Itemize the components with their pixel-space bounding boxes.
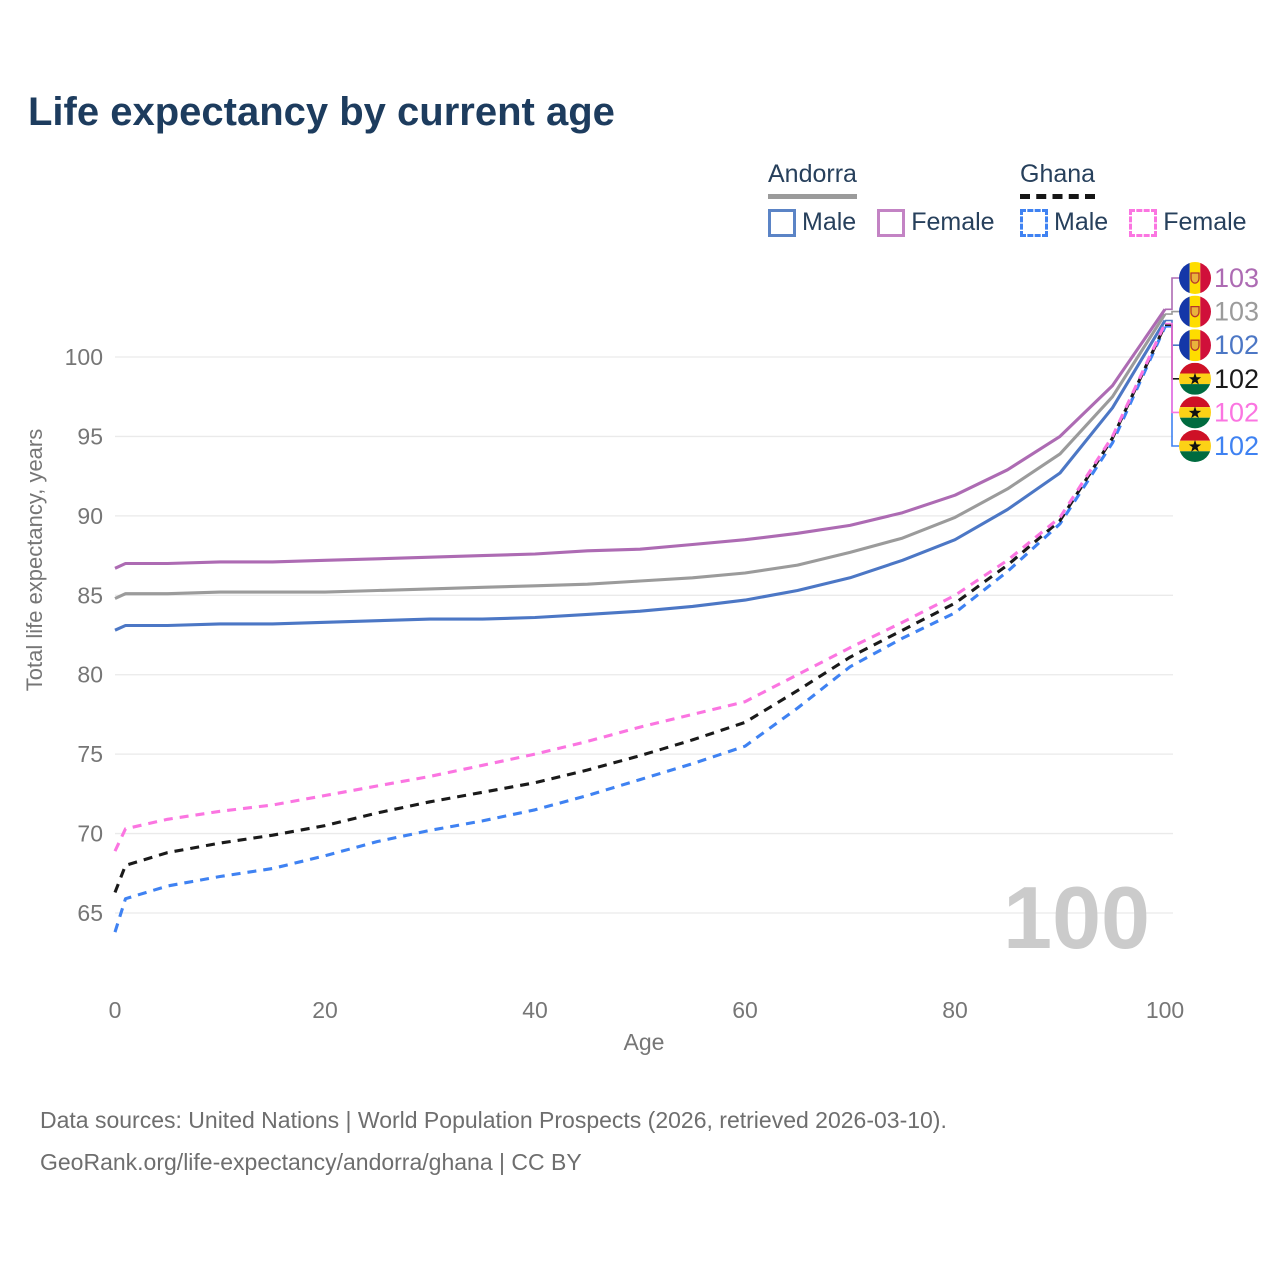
end-label-value: 102 [1214, 431, 1259, 461]
series-line-ghana-female [113, 322, 1167, 852]
series-line-andorra-female [114, 308, 1167, 570]
ghana-female-swatch-icon [1129, 208, 1158, 237]
end-label-value: 103 [1214, 297, 1259, 327]
y-tick-label: 95 [77, 423, 103, 449]
end-label-value: 103 [1214, 263, 1259, 293]
ghana-flag-icon [1179, 430, 1211, 462]
legend-group-ghana: Ghana Male Female [1020, 160, 1247, 237]
series-line-ghana-male [113, 326, 1167, 933]
y-tick-label: 90 [77, 503, 103, 529]
andorra-male-swatch-icon [768, 208, 796, 237]
x-tick-label: 60 [732, 997, 758, 1023]
end-label-value: 102 [1214, 397, 1259, 427]
end-label-value: 102 [1214, 364, 1259, 394]
legend-label-andorra-male: Male [802, 208, 857, 236]
gridlines: 65 70 75 80 85 90 95 100 [65, 344, 1173, 926]
series-line-andorra [114, 313, 1167, 600]
y-tick-label: 80 [77, 662, 103, 688]
age-watermark: 100 [1003, 868, 1150, 967]
andorra-flag-icon [1179, 329, 1211, 362]
ghana-flag-icon [1179, 396, 1211, 429]
legend-label-ghana-male: Male [1054, 208, 1109, 236]
series-line-ghana [113, 324, 1167, 893]
x-tick-label: 20 [312, 997, 338, 1023]
legend-item-andorra-female: Female [877, 208, 995, 237]
page-title: Life expectancy by current age [28, 90, 615, 134]
andorra-flag-icon [1179, 262, 1211, 294]
legend-country-ghana: Ghana [1020, 160, 1096, 199]
leader-lines [1165, 277, 1179, 447]
legend-item-ghana-male: Male [1020, 208, 1108, 237]
y-tick-label: 85 [77, 582, 103, 608]
leader-line [1165, 322, 1179, 414]
ghana-male-swatch-icon [1020, 208, 1048, 237]
y-axis-title: Total life expectancy, years [22, 429, 47, 692]
x-axis-title: Age [624, 1029, 665, 1055]
data-sources-text: Data sources: United Nations | World Pop… [40, 1107, 947, 1133]
end-label-value: 102 [1214, 330, 1259, 360]
x-tick-label: 40 [522, 997, 548, 1023]
legend-group-andorra: Andorra Male Female [768, 160, 995, 237]
x-tick-label: 0 [109, 997, 122, 1023]
y-tick-label: 70 [77, 821, 103, 847]
series-line-andorra-male [114, 319, 1167, 632]
y-tick-label: 75 [77, 741, 103, 767]
attribution-link-text: GeoRank.org/life-expectancy/andorra/ghan… [40, 1149, 582, 1176]
x-tick-label: 100 [1146, 997, 1184, 1023]
x-tick-label: 80 [942, 997, 968, 1023]
source-footer: Data sources: United Nations | World Pop… [40, 1105, 947, 1189]
leader-line [1165, 277, 1179, 311]
legend-label-ghana-female: Female [1163, 208, 1247, 236]
legend-label-andorra-female: Female [911, 208, 995, 236]
y-tick-label: 100 [65, 344, 103, 370]
andorra-flag-icon [1179, 295, 1211, 328]
legend-item-andorra-male: Male [768, 208, 856, 237]
x-axis: 0 20 40 60 80 100 Age [109, 997, 1185, 1055]
leader-line [1165, 310, 1179, 315]
andorra-female-swatch-icon [877, 208, 906, 237]
chart: 65 70 75 80 85 90 95 100 0 20 40 60 80 100 Age Total li… [22, 262, 1259, 1055]
y-tick-label: 65 [77, 900, 103, 926]
legend-item-ghana-female: Female [1129, 208, 1247, 237]
legend-country-andorra: Andorra [768, 160, 857, 199]
series-lines [113, 308, 1167, 933]
ghana-flag-icon [1179, 362, 1211, 395]
